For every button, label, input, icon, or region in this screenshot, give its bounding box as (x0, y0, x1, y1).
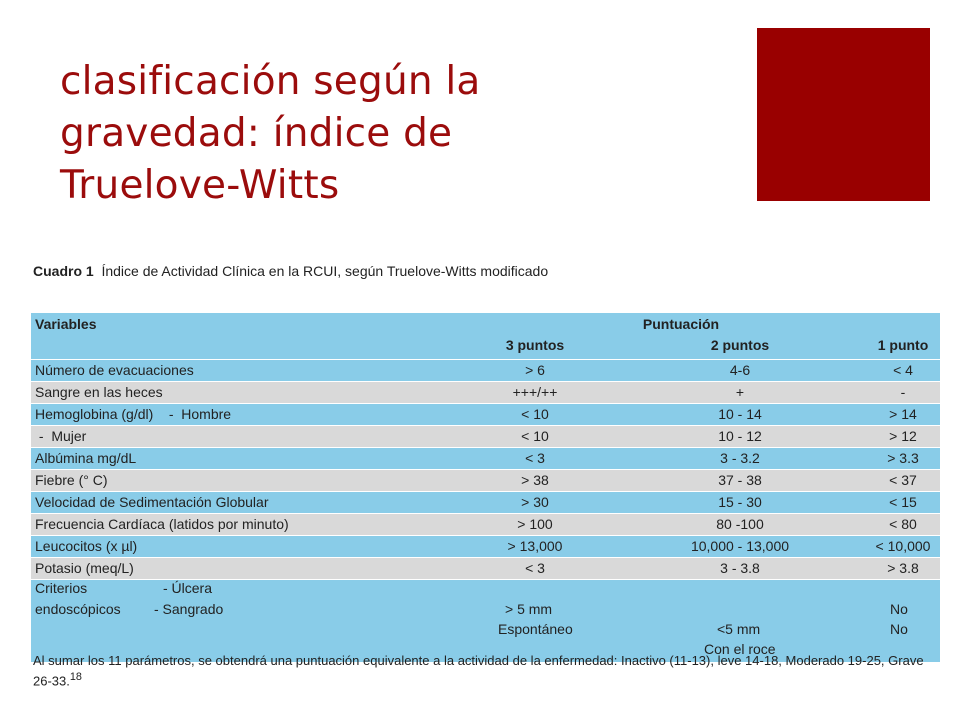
row-value-p2: 3 - 3.2 (720, 450, 760, 466)
row-value-p1: > 12 (889, 428, 917, 444)
row-value-p3: < 3 (525, 560, 545, 576)
row-value-p1: < 15 (889, 494, 917, 510)
sangrado-2-puntos: <5 mm (717, 621, 761, 637)
header-variables: Variables (35, 316, 97, 332)
row-value-p1: > 3.3 (887, 450, 919, 466)
row-variable: Número de evacuaciones (35, 362, 194, 378)
ulcera-1-punto: No (890, 601, 908, 617)
footnote-ref: 18 (69, 671, 82, 683)
ulcera-label: - Úlcera (163, 580, 213, 596)
table-footnote: Al sumar los 11 parámetros, se obtendrá … (33, 653, 941, 689)
table-row: Hemoglobina (g/dl) - Hombre < 10 10 - 14 > … (31, 404, 940, 426)
header-3-puntos: 3 puntos (505, 337, 565, 353)
table-body: Número de evacuaciones > 6 4-6 < 4 Sangre en… (31, 360, 940, 580)
row-variable: Albúmina mg/dL (35, 450, 137, 466)
row-value-p3: < 3 (525, 450, 545, 466)
sangrado-3-puntos: Espontáneo (498, 621, 573, 637)
footnote-text: Al sumar los 11 parámetros, se obtendrá … (33, 653, 924, 689)
table-row: Velocidad de Sedimentación Globular > 30 1… (31, 492, 940, 514)
sangrado-1-punto: No (890, 621, 908, 637)
endoscopicos-label: endoscópicos (35, 601, 121, 617)
header-puntuacion: Puntuación (642, 316, 720, 332)
row-value-p2: 4-6 (729, 362, 751, 378)
ulcera-3-puntos: > 5 mm (505, 601, 553, 617)
row-variable: Leucocitos (x µl) (35, 538, 138, 554)
row-value-p3: +++/++ (512, 384, 558, 400)
row-value-p1: - (900, 384, 906, 400)
caption-label: Cuadro 1 (33, 263, 94, 279)
table-row: Número de evacuaciones > 6 4-6 < 4 (31, 360, 940, 382)
row-value-p1: > 14 (889, 406, 917, 422)
criterios-endoscopicos-row: Criterios endoscópicos - Úlcera - Sangra… (31, 580, 940, 662)
row-value-p2: 10 - 12 (718, 428, 762, 444)
row-variable: Frecuencia Cardíaca (latidos por minuto) (35, 516, 289, 532)
row-value-p2: 80 -100 (716, 516, 764, 532)
sangrado-label: - Sangrado (154, 601, 224, 617)
row-value-p3: > 38 (521, 472, 549, 488)
row-variable: Sangre en las heces (35, 384, 163, 400)
table-row: Sangre en las heces +++/++ + - (31, 382, 940, 404)
row-value-p2: 10 - 14 (718, 406, 762, 422)
table-row: - Mujer < 10 10 - 12 > 12 (31, 426, 940, 448)
row-value-p3: > 100 (517, 516, 553, 532)
row-value-p2: 15 - 30 (718, 494, 762, 510)
header-1-punto: 1 punto (877, 337, 929, 353)
row-value-p2: 37 - 38 (718, 472, 762, 488)
row-value-p2: + (735, 384, 745, 400)
table-row: Fiebre (° C) > 38 37 - 38 < 37 (31, 470, 940, 492)
row-variable: Potasio (meq/L) (35, 560, 134, 576)
row-value-p1: < 37 (889, 472, 917, 488)
table-row: Frecuencia Cardíaca (latidos por minuto)… (31, 514, 940, 536)
caption-text: Índice de Actividad Clínica en la RCUI, … (101, 263, 549, 279)
row-value-p2: 10,000 - 13,000 (690, 538, 790, 554)
row-variable: - Mujer (35, 428, 87, 444)
criterios-label: Criterios (35, 580, 88, 596)
row-value-p3: < 10 (521, 428, 549, 444)
row-value-p1: < 80 (889, 516, 917, 532)
row-value-p3: > 30 (521, 494, 549, 510)
slide-title: clasificación según la gravedad: índice … (60, 59, 481, 208)
table-caption: Cuadro 1 Índice de Actividad Clínica en … (33, 263, 548, 279)
row-value-p2: 3 - 3.8 (720, 560, 760, 576)
row-value-p3: > 6 (525, 362, 545, 378)
accent-block (757, 28, 930, 201)
row-variable: Hemoglobina (g/dl) - Hombre (35, 406, 232, 422)
header-2-puntos: 2 puntos (710, 337, 770, 353)
table-header: Variables Puntuación 3 puntos 2 puntos 1… (31, 313, 940, 360)
truelove-witts-table: Variables Puntuación 3 puntos 2 puntos 1… (31, 313, 940, 662)
sangrado-2-puntos-detail: Con el roce (704, 641, 776, 657)
row-value-p1: < 4 (893, 362, 913, 378)
row-value-p1: > 3.8 (887, 560, 919, 576)
row-value-p1: < 10,000 (875, 538, 931, 554)
table-row: Leucocitos (x µl) > 13,000 10,000 - 13,000… (31, 536, 940, 558)
row-variable: Fiebre (° C) (35, 472, 108, 488)
table-row: Potasio (meq/L) < 3 3 - 3.8 > 3.8 (31, 558, 940, 580)
row-value-p3: > 13,000 (507, 538, 563, 554)
table-row: Albúmina mg/dL < 3 3 - 3.2 > 3.3 (31, 448, 940, 470)
row-value-p3: < 10 (521, 406, 549, 422)
row-variable: Velocidad de Sedimentación Globular (35, 494, 269, 510)
